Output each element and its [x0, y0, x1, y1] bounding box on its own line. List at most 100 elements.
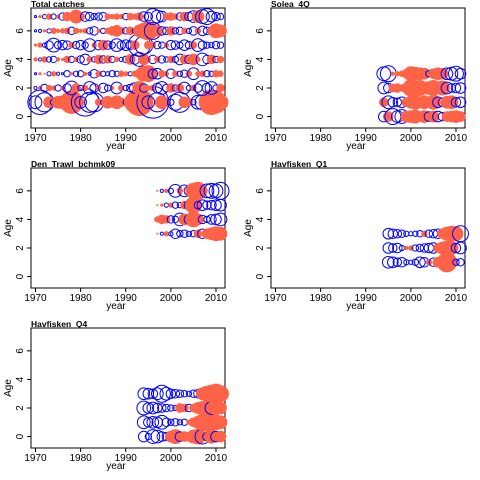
x-axis-label: year	[106, 141, 126, 152]
bubble-positive	[163, 231, 169, 237]
bubble-negative	[392, 228, 403, 239]
bubble-positive	[448, 226, 464, 242]
bubble-negative	[175, 389, 185, 398]
bubble-negative	[109, 38, 124, 53]
bubble-negative	[44, 40, 54, 50]
bubble-negative	[76, 55, 85, 64]
bubble-positive	[72, 27, 80, 35]
bubble-positive	[404, 245, 409, 251]
bubble-negative	[137, 387, 151, 401]
x-tick-label: 2010	[205, 293, 228, 304]
bubble-positive	[379, 97, 389, 108]
bubble-negative	[440, 81, 454, 95]
bubble-positive	[145, 85, 151, 91]
bubble-positive	[158, 70, 166, 78]
bubble-negative	[216, 12, 225, 21]
x-axis-label: year	[106, 461, 126, 472]
bubble-positive	[118, 70, 125, 77]
y-axis-label: Age	[3, 219, 14, 237]
bubble-positive	[185, 70, 193, 77]
bubble-positive	[37, 42, 43, 48]
x-tick-label: 1970	[24, 453, 47, 464]
x-tick-label: 1990	[355, 293, 378, 304]
y-tick-label: 0	[255, 273, 266, 279]
bubble-positive	[166, 12, 176, 21]
bubble-positive	[156, 232, 159, 235]
bubble-negative	[440, 67, 454, 81]
bubble-negative	[167, 187, 175, 195]
panel-4: Havfisken_Q4 1970 1980 1990 2000 2010 0 2 4 6 year…	[3, 319, 229, 472]
bubble-negative	[141, 95, 156, 110]
bubble-negative	[392, 242, 403, 254]
bubble-negative	[116, 40, 126, 50]
bubble-positive	[164, 188, 169, 193]
panel-title: Total catches	[31, 0, 85, 9]
x-tick-label: 1970	[24, 133, 47, 144]
bubble-negative	[144, 432, 152, 441]
bubble-negative	[397, 229, 407, 238]
bubble-negative	[396, 257, 408, 268]
bubble-negative	[415, 243, 425, 253]
bubble-negative	[213, 212, 228, 227]
bubble-negative	[90, 12, 98, 21]
panel-title: Solea_4Q	[271, 0, 310, 9]
bubble-negative	[176, 230, 184, 238]
x-tick-label: 1970	[264, 133, 287, 144]
bubble-negative	[448, 65, 464, 82]
y-tick-label: 2	[15, 245, 26, 251]
bubble-layer	[27, 8, 229, 119]
bubble-negative	[37, 28, 43, 33]
y-tick-label: 6	[15, 188, 26, 194]
bubble-negative	[167, 404, 175, 412]
bubble-negative	[185, 230, 193, 237]
y-axis-label: Age	[243, 59, 254, 77]
bubble-negative	[178, 39, 191, 51]
x-tick-label: 1990	[115, 453, 138, 464]
y-tick-label: 6	[255, 28, 266, 34]
bubble-negative	[202, 200, 212, 210]
bubble-negative	[203, 41, 211, 49]
bubble-positive	[50, 27, 57, 35]
bubble-negative	[210, 213, 222, 226]
panel-1: Solea_4Q 1970 1980 1990 2000 2010 0 2 4 6 year Age	[243, 0, 468, 152]
bubble-negative	[102, 40, 113, 50]
y-tick-label: 4	[15, 216, 26, 222]
bubble-positive	[104, 13, 111, 20]
y-axis-label: Age	[3, 379, 14, 397]
bubble-positive	[156, 189, 159, 192]
bubble-positive	[149, 41, 156, 49]
bubble-positive	[172, 13, 179, 20]
bubble-negative	[185, 390, 193, 397]
bubble-negative	[210, 199, 222, 211]
bubble-positive	[126, 12, 134, 21]
bubble-negative	[74, 95, 87, 109]
x-tick-label: 2010	[205, 453, 228, 464]
bubble-negative	[387, 97, 399, 108]
bubble-negative	[153, 40, 162, 50]
bubble-negative	[33, 72, 38, 76]
bubble-negative	[46, 37, 61, 53]
bubble-negative	[147, 68, 159, 79]
bubble-layer	[136, 383, 229, 445]
bubble-negative	[146, 401, 160, 415]
plot-frame	[30, 167, 226, 289]
x-tick-label: 1970	[264, 293, 287, 304]
bubble-negative	[157, 26, 167, 36]
bubble-negative	[392, 97, 403, 108]
y-tick-label: 6	[15, 28, 26, 34]
bubble-negative	[203, 182, 220, 199]
bubble-negative	[170, 40, 181, 50]
y-tick-label: 2	[255, 245, 266, 251]
bubble-positive	[118, 84, 125, 92]
x-tick-label: 1970	[24, 293, 47, 304]
bubble-negative	[199, 183, 215, 199]
bubble-positive	[38, 14, 42, 19]
bubble-positive	[138, 21, 158, 41]
bubble-negative	[454, 67, 467, 80]
bubble-negative	[205, 10, 218, 23]
panel-3: Havfisken_Q1 1970 1980 1990 2000 2010 0 2 4 6 year…	[243, 159, 469, 312]
bubble-negative	[450, 242, 462, 254]
bubble-positive	[156, 204, 159, 207]
bubble-positive	[144, 40, 153, 50]
